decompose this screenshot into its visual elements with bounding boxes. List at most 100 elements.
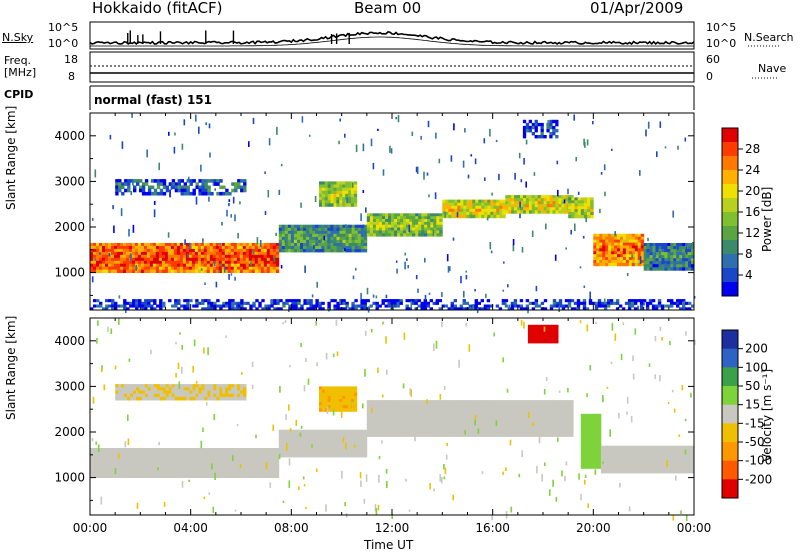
velocity-cell-0 <box>200 453 205 458</box>
velocity-cell-2 <box>408 424 413 428</box>
power-cell-2 <box>424 216 428 220</box>
velocity-cell-2 <box>507 427 511 431</box>
power-cell-0 <box>182 260 187 265</box>
velocity-cell-0 <box>221 465 226 470</box>
power-cell-4 <box>543 195 548 199</box>
power-cell-0 <box>260 263 265 268</box>
power-cell-8 <box>319 187 323 192</box>
power-noise-mark <box>382 169 385 176</box>
power-cell-7 <box>691 264 695 268</box>
velocity-cell-2 <box>372 427 377 431</box>
velocity-cell-2 <box>570 433 574 437</box>
power-cell-6 <box>596 254 600 258</box>
power-cell-11 <box>243 307 247 311</box>
power-cell-0 <box>185 245 190 250</box>
power-cell-5 <box>568 212 572 216</box>
power-cell-0 <box>152 251 157 256</box>
velocity-cell-0 <box>131 459 136 464</box>
velocity-cell-2 <box>462 403 466 407</box>
power-cell-11 <box>303 301 307 305</box>
power-cell-0 <box>206 266 211 271</box>
power-cell-4 <box>528 204 533 208</box>
power-noise-mark <box>125 309 127 313</box>
power-cell-2 <box>385 230 389 234</box>
velocity-cell-0 <box>245 450 250 455</box>
power-cell-0 <box>251 254 256 259</box>
power-cell-0 <box>170 266 175 271</box>
velocity-cell-2 <box>513 415 517 419</box>
power-cell-2 <box>391 233 395 237</box>
power-cell-0 <box>161 248 166 253</box>
power-cell-7 <box>691 258 695 262</box>
velocity-cell-0 <box>239 474 244 478</box>
velocity-cell-2 <box>525 418 529 422</box>
power-cell-1 <box>351 249 355 253</box>
power-cell-10 <box>522 135 527 139</box>
power-cell-11 <box>201 307 205 311</box>
velocity-cell-2 <box>531 412 535 416</box>
power-cell-0 <box>170 260 175 265</box>
velocity-cell-4 <box>598 438 602 442</box>
velocity-cell-1 <box>342 429 346 434</box>
power-cell-4 <box>517 195 521 199</box>
power-cell-2 <box>430 213 434 217</box>
power-cell-0 <box>120 266 124 271</box>
power-cell-0 <box>114 266 118 271</box>
velocity-cell-0 <box>206 462 211 467</box>
power-cell-6 <box>617 233 621 238</box>
power-cell-6 <box>625 239 630 243</box>
power-cell-0 <box>179 245 184 250</box>
power-cell-0 <box>108 263 112 268</box>
power-noise-mark <box>677 244 679 250</box>
power-cell-11 <box>501 301 506 305</box>
power-cell-9 <box>180 185 184 190</box>
velocity-cell-2 <box>510 400 514 404</box>
power-cell-2 <box>406 227 410 231</box>
velocity-cell-1 <box>354 435 359 440</box>
power-noise-mark <box>464 128 466 133</box>
velocity-cell-1 <box>290 448 295 452</box>
velocity-cell-0 <box>236 448 241 452</box>
velocity-cell-1 <box>293 435 298 440</box>
power-cell-0 <box>143 245 148 250</box>
power-cell-11 <box>309 299 313 303</box>
power-cell-1 <box>321 239 325 244</box>
velocity-cell-2 <box>441 430 445 434</box>
power-cell-4 <box>514 195 518 199</box>
velocity-cell-0 <box>233 459 238 464</box>
power-cell-0 <box>275 266 280 271</box>
power-cell-8 <box>336 203 340 207</box>
velocity-cell-1 <box>321 454 325 458</box>
velocity-cell-2 <box>399 406 404 410</box>
power-cell-11 <box>474 304 478 308</box>
velocity-cell-2 <box>372 400 377 404</box>
velocity-cell-0 <box>227 462 232 467</box>
velocity-cell-1 <box>354 451 359 455</box>
velocity-cell-2 <box>504 400 508 404</box>
velocity-cell-0 <box>126 456 130 461</box>
velocity-cell-2 <box>546 409 550 413</box>
velocity-cell-1 <box>284 432 289 437</box>
velocity-cell-3 <box>353 386 358 390</box>
velocity-cell-0 <box>134 468 139 473</box>
velocity-cell-2 <box>567 409 571 413</box>
power-cell-8 <box>327 181 331 185</box>
velocity-cell-2 <box>381 421 386 425</box>
power-cell-4 <box>525 207 530 211</box>
power-noise-mark <box>453 123 455 131</box>
power-cell-2 <box>381 216 386 220</box>
power-cell-0 <box>105 263 109 268</box>
velocity-cell-2 <box>564 406 568 410</box>
power-cell-11 <box>393 301 397 305</box>
power-cell-3 <box>457 214 461 219</box>
velocity-cell-1 <box>281 451 286 455</box>
power-cell-8 <box>342 203 346 207</box>
velocity-cell-2 <box>498 400 502 404</box>
velocity-cell-2 <box>384 400 389 404</box>
velocity-cell-2 <box>390 433 395 437</box>
power-cell-0 <box>275 254 280 259</box>
power-noise-mark <box>195 114 197 122</box>
power-cell-8 <box>321 193 326 198</box>
power-cell-6 <box>640 233 645 238</box>
velocity-cell-2 <box>504 412 508 416</box>
